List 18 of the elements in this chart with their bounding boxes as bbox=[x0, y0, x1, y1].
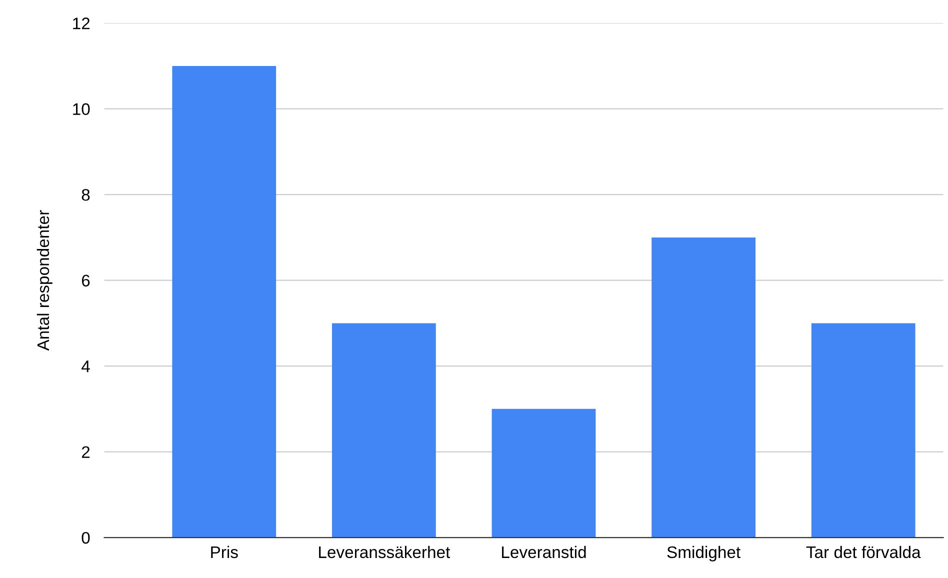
x-tick-label: Smidighet bbox=[667, 546, 740, 562]
y-tick-label: 4 bbox=[82, 360, 90, 372]
bar bbox=[332, 323, 436, 538]
y-tick-label: 8 bbox=[82, 188, 90, 201]
y-tick-label: 12 bbox=[73, 18, 90, 30]
y-tick-label: 10 bbox=[73, 103, 90, 116]
y-tick-label: 2 bbox=[82, 446, 90, 458]
y-axis-title: Antal respondenter bbox=[36, 210, 52, 351]
bar bbox=[172, 66, 276, 538]
bar bbox=[811, 323, 916, 538]
bar bbox=[492, 408, 596, 538]
x-tick-label: Leveranssäkerhet bbox=[319, 546, 450, 558]
x-tick-label: Pris bbox=[211, 546, 238, 558]
bar bbox=[652, 237, 756, 538]
y-tick-label: 0 bbox=[82, 532, 90, 544]
y-tick-label: 6 bbox=[82, 274, 90, 287]
x-tick-label: Tar det förvalda bbox=[806, 546, 921, 558]
x-tick-label: Leveranstid bbox=[502, 546, 586, 558]
